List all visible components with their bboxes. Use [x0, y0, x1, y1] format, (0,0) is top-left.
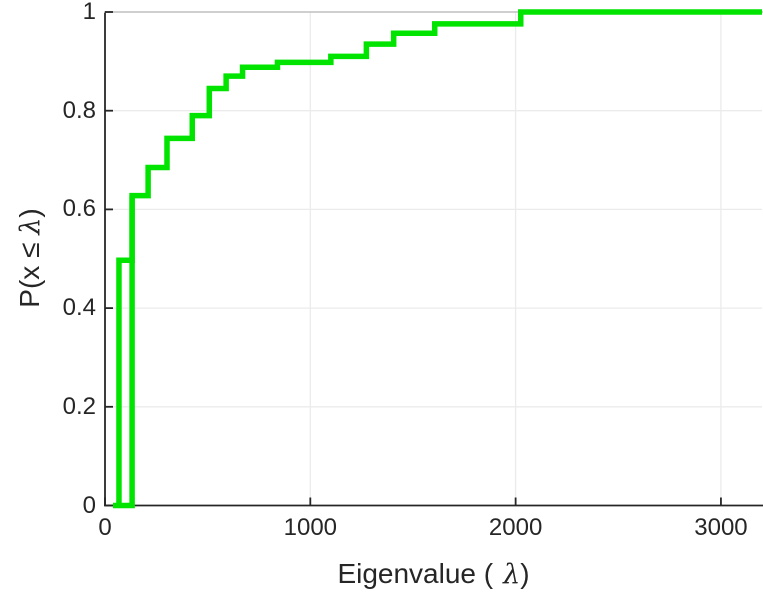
- ecdf-baseline-segment: [113, 195, 135, 509]
- axes-spines: [104, 11, 763, 507]
- y-tick-label: 0.4: [62, 294, 96, 322]
- x-tick-label: 1000: [283, 513, 338, 541]
- x-axis-label-suffix: ): [520, 558, 530, 589]
- lambda-symbol: λ: [503, 559, 521, 590]
- x-tick-label: 2000: [488, 513, 543, 541]
- x-axis-label-text: Eigenvalue (: [337, 558, 494, 589]
- y-tick-label: 0.6: [62, 195, 96, 223]
- x-axis-label: Eigenvalue ( λ): [105, 558, 762, 590]
- y-tick-label: 0.2: [62, 392, 96, 420]
- y-axis-label-suffix: ): [14, 208, 45, 218]
- y-tick-label: 0.8: [62, 96, 96, 124]
- ecdf-curve: [113, 9, 762, 509]
- x-tick-label: 0: [98, 513, 112, 541]
- y-tick-label: 1: [82, 0, 96, 25]
- tick-marks: [104, 11, 722, 507]
- ecdf-step-path: [116, 9, 762, 506]
- y-axis-label: P(x ≤ λ): [14, 208, 46, 307]
- y-axis-label-text: P(x ≤: [14, 234, 45, 308]
- x-tick-label: 3000: [694, 513, 748, 541]
- y-tick-label: 0: [82, 491, 96, 519]
- grid-lines: [105, 12, 762, 506]
- lambda-symbol: λ: [15, 217, 46, 235]
